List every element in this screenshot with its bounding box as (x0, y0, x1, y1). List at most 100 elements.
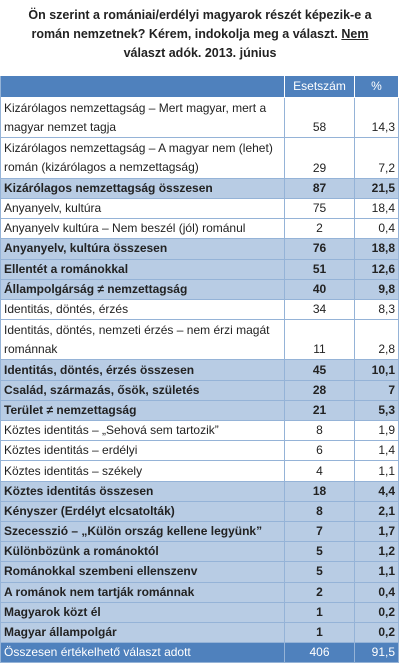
row-percent: 18,8 (355, 239, 399, 259)
row-count: 8 (285, 501, 355, 521)
table-row: Ellentét a románokkal 51 12,6 (1, 259, 399, 280)
row-label: Állampolgárság ≠ nemzettagság (1, 279, 285, 299)
row-percent: 0,2 (355, 622, 399, 643)
table-row: Köztes identitás – „Sehová sem tartozik”… (1, 421, 399, 442)
row-count: 51 (285, 259, 355, 279)
row-label: Szecesszió – „Külön ország kellene legyü… (1, 521, 285, 542)
row-count: 1 (285, 622, 355, 643)
row-label: Kizárólagos nemzettagság összesen (1, 178, 285, 198)
table-row: Köztes identitás – székely 4 1,1 (1, 461, 399, 482)
row-label: Összesen értékelhető választ adott (1, 643, 285, 663)
row-label: Románokkal szembeni ellenszenv (1, 562, 285, 582)
row-percent: 1,9 (355, 421, 399, 441)
row-label: Kizárólagos nemzettagság – A magyar nem … (1, 138, 285, 178)
row-label: Anyanyelv, kultúra összesen (1, 239, 285, 259)
row-percent: 5,3 (355, 400, 399, 421)
row-count: 5 (285, 542, 355, 562)
table-row: Összesen értékelhető választ adott 406 91,… (1, 643, 399, 664)
row-percent: 1,2 (355, 542, 399, 562)
row-percent: 14,3 (355, 98, 399, 138)
row-percent: 0,4 (355, 582, 399, 602)
table-row: Terület ≠ nemzettagság 21 5,3 (1, 400, 399, 422)
table: Esetszám % Kizárólagos nemzettagság – Me… (0, 76, 399, 664)
table-row: Szecesszió – „Külön ország kellene legyü… (1, 521, 399, 543)
row-label: Köztes identitás összesen (1, 481, 285, 501)
row-label: Identitás, döntés, érzés (1, 299, 285, 320)
row-percent: 1,1 (355, 562, 399, 582)
row-count: 29 (285, 138, 355, 178)
row-count: 2 (285, 219, 355, 239)
row-label: Anyanyelv, kultúra (1, 198, 285, 219)
header-cell: % (355, 76, 399, 97)
row-count: 45 (285, 360, 355, 380)
row-label: Kizárólagos nemzettagság – Mert magyar, … (1, 98, 285, 138)
row-label: Köztes identitás – erdélyi (1, 441, 285, 461)
row-label: Magyar állampolgár (1, 622, 285, 643)
row-label: Magyarok közt él (1, 602, 285, 622)
row-label: Kényszer (Erdélyt elcsatolták) (1, 501, 285, 521)
row-percent: 91,5 (355, 643, 399, 663)
table-row: Köztes identitás összesen 18 4,4 (1, 481, 399, 502)
table-row: Magyarok közt él 1 0,2 (1, 602, 399, 623)
table-row: A románok nem tartják románnak 2 0,4 (1, 582, 399, 603)
row-percent: 21,5 (355, 178, 399, 198)
title-underlined: Nem (341, 27, 369, 41)
table-row: Románokkal szembeni ellenszenv 5 1,1 (1, 562, 399, 583)
row-percent: 12,6 (355, 259, 399, 279)
table-row: Magyar állampolgár 1 0,2 (1, 622, 399, 644)
row-count: 76 (285, 239, 355, 259)
title-rest: választ adók. 2013. június (123, 46, 277, 60)
header-cell: Esetszám (285, 76, 355, 97)
row-label: Identitás, döntés, érzés összesen (1, 360, 285, 380)
row-count: 58 (285, 98, 355, 138)
row-label: Köztes identitás – székely (1, 461, 285, 481)
table-row: Identitás, döntés, érzés összesen 45 10,1 (1, 360, 399, 381)
row-percent: 7,2 (355, 138, 399, 178)
table-row: Identitás, döntés, nemzeti érzés – nem é… (1, 320, 399, 361)
row-percent: 1,1 (355, 461, 399, 481)
table-row: Kizárólagos nemzettagság összesen 87 21,5 (1, 178, 399, 199)
table-row: Különbözünk a románoktól 5 1,2 (1, 542, 399, 563)
row-count: 2 (285, 582, 355, 602)
row-label: Terület ≠ nemzettagság (1, 400, 285, 421)
row-label: A románok nem tartják románnak (1, 582, 285, 602)
table-row: Állampolgárság ≠ nemzettagság 40 9,8 (1, 279, 399, 300)
table-row: Identitás, döntés, érzés 34 8,3 (1, 299, 399, 321)
row-count: 11 (285, 320, 355, 360)
row-label: Anyanyelv kultúra – Nem beszél (jól) rom… (1, 219, 285, 239)
row-count: 40 (285, 279, 355, 299)
header-row: Esetszám % (1, 76, 399, 98)
row-count: 8 (285, 421, 355, 441)
row-count: 6 (285, 441, 355, 461)
row-percent: 2,8 (355, 320, 399, 360)
row-label: Identitás, döntés, nemzeti érzés – nem é… (1, 320, 285, 360)
table-row: Anyanyelv, kultúra összesen 76 18,8 (1, 239, 399, 260)
title-text: Ön szerint a romániai/erdélyi magyarok r… (28, 8, 372, 41)
row-percent: 4,4 (355, 481, 399, 501)
row-percent: 1,4 (355, 441, 399, 461)
row-count: 21 (285, 400, 355, 421)
row-label: Köztes identitás – „Sehová sem tartozik” (1, 421, 285, 441)
row-count: 75 (285, 198, 355, 219)
row-count: 4 (285, 461, 355, 481)
row-label: Különbözünk a románoktól (1, 542, 285, 562)
row-count: 34 (285, 299, 355, 320)
row-count: 1 (285, 602, 355, 622)
row-percent: 18,4 (355, 198, 399, 219)
row-percent: 0,4 (355, 219, 399, 239)
row-percent: 2,1 (355, 501, 399, 521)
row-percent: 1,7 (355, 521, 399, 542)
row-percent: 9,8 (355, 279, 399, 299)
table-row: Kényszer (Erdélyt elcsatolták) 8 2,1 (1, 501, 399, 522)
table-row: Kizárólagos nemzettagság – A magyar nem … (1, 138, 399, 179)
table-row: Kizárólagos nemzettagság – Mert magyar, … (1, 98, 399, 139)
row-percent: 8,3 (355, 299, 399, 320)
row-count: 28 (285, 380, 355, 400)
table-row: Anyanyelv kultúra – Nem beszél (jól) rom… (1, 219, 399, 240)
row-percent: 0,2 (355, 602, 399, 622)
row-count: 406 (285, 643, 355, 663)
row-count: 7 (285, 521, 355, 542)
title: Ön szerint a romániai/erdélyi magyarok r… (0, 0, 400, 76)
header-cell (1, 76, 285, 97)
